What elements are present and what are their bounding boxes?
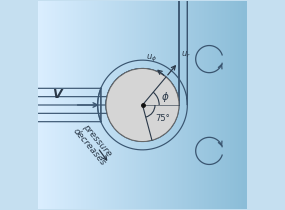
Text: V: V xyxy=(52,88,61,101)
Text: 75°: 75° xyxy=(155,114,170,123)
Text: pressure
decreases: pressure decreases xyxy=(71,120,116,167)
Text: $\phi$: $\phi$ xyxy=(161,90,170,104)
Text: $u_\phi$: $u_\phi$ xyxy=(146,53,157,64)
Text: $u_r$: $u_r$ xyxy=(182,49,192,60)
Circle shape xyxy=(106,68,179,142)
